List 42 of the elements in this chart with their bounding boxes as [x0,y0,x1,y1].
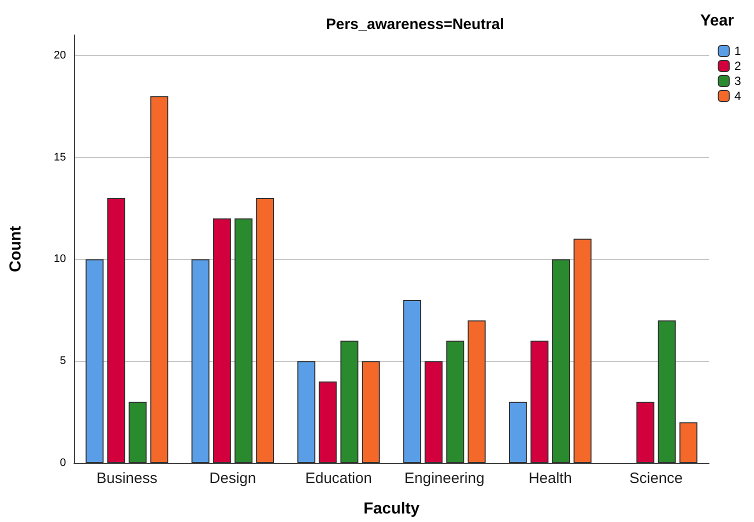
x-axis-title: Faculty [363,500,420,518]
bar [530,340,548,463]
legend-label: 1 [734,44,742,58]
y-tick-label: 15 [54,151,66,164]
y-tick-label: 20 [54,49,66,62]
y-axis-title: Count [8,225,24,272]
bar [234,218,252,463]
bar [297,361,316,463]
x-tick-label: Design [209,470,256,487]
bar [508,402,527,463]
x-tick-label: Education [305,470,372,487]
bar [658,320,676,463]
bar [150,96,168,463]
bar [256,198,274,463]
bar [362,361,380,463]
legend-label: 2 [734,59,742,73]
bar [191,259,210,463]
y-tick-label: 10 [54,253,66,266]
bar [86,259,104,463]
x-tick-label: Engineering [404,470,484,487]
bar [340,340,358,463]
legend-label: 3 [734,74,742,88]
x-tick-label: Health [528,470,572,487]
bar [468,320,486,463]
bar [107,198,126,463]
y-tick-label: 5 [60,355,66,368]
bar [213,218,231,463]
x-tick-label: Business [96,470,158,487]
bar [636,402,654,463]
legend-title: Year [700,12,734,30]
bar [446,340,464,463]
bar [318,381,337,463]
y-tick-label: 0 [60,457,66,469]
x-tick-label: Science [629,470,683,487]
bar [403,300,422,463]
bar [574,238,592,463]
chart-title: Pers_awareness=Neutral [326,16,504,33]
bar [552,259,570,463]
legend-label: 4 [734,89,742,103]
bar [679,422,698,463]
bar [128,402,147,463]
bar [424,361,443,463]
